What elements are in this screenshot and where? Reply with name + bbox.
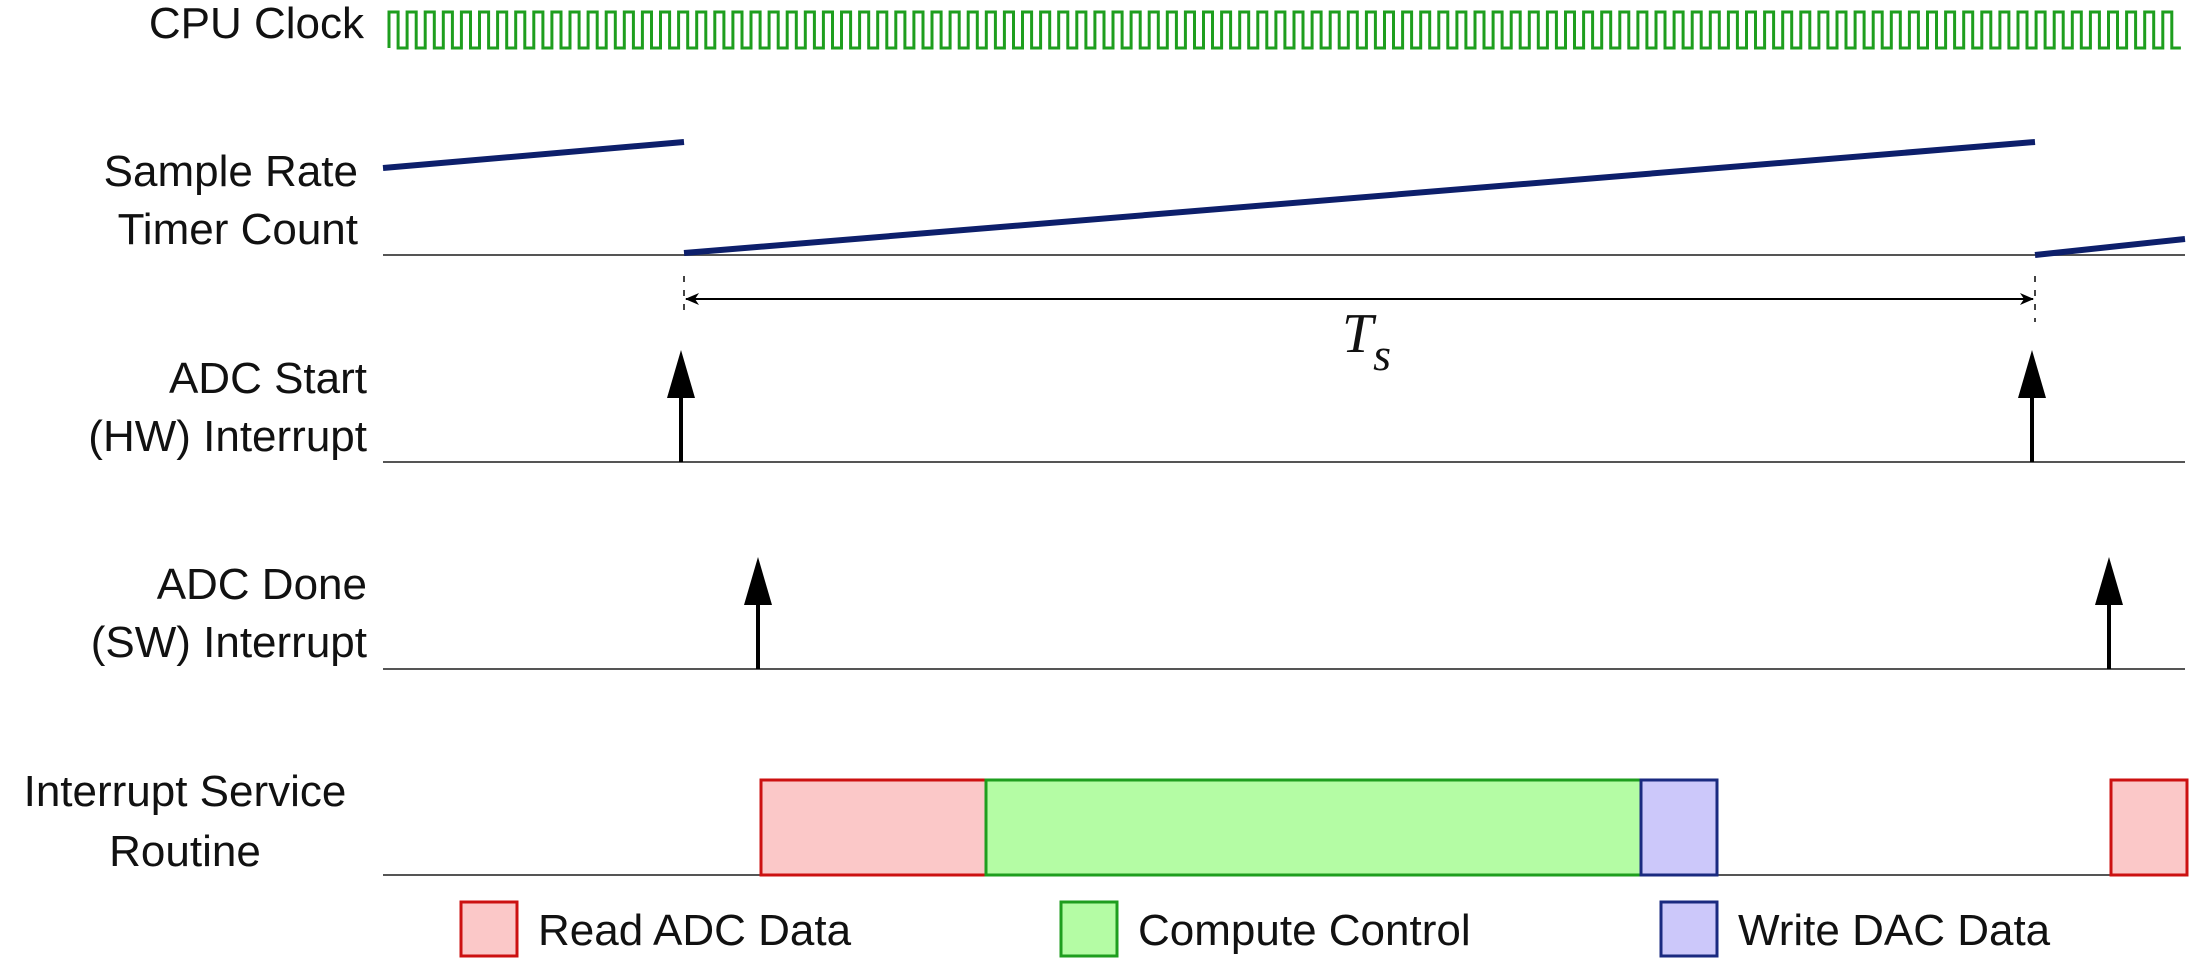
read-adc-data-block	[2109, 778, 2189, 877]
legend-label-compute-control: Compute Control	[1138, 906, 1471, 955]
timer-ramp-segment	[683, 139, 2036, 256]
adc-done-label-line1: ADC Done	[157, 560, 367, 609]
isr-label-line1: Interrupt Service	[24, 767, 347, 816]
compute-control-block	[984, 778, 1643, 877]
adc-done-interrupt-arrowhead	[744, 557, 772, 605]
adc-done-label-line2: (SW) Interrupt	[91, 618, 367, 667]
legend-label-read-adc-data: Read ADC Data	[538, 906, 852, 955]
adc-done-interrupt-arrowhead	[2095, 557, 2123, 605]
isr-label-line2: Routine	[109, 827, 261, 876]
adc-start-label-line1: ADC Start	[169, 354, 367, 403]
timer-ramp-segment	[382, 139, 685, 171]
adc-start-interrupt-arrowhead	[667, 350, 695, 398]
cpu-clock-waveform	[387, 10, 2181, 50]
legend-label-write-dac-data: Write DAC Data	[1738, 906, 2051, 955]
adc-start-interrupt-arrowhead	[2018, 350, 2046, 398]
timer-ramp-segment	[2034, 236, 2186, 258]
legend-swatch-read-adc-data	[459, 900, 519, 958]
period-label-subscript: s	[1373, 329, 1391, 380]
legend-swatch-compute-control	[1059, 900, 1119, 958]
write-dac-data-block	[1639, 778, 1719, 877]
legend: Read ADC Data Compute Control Write DAC …	[459, 900, 2051, 958]
timer-count-label-line1: Sample Rate	[104, 147, 358, 196]
legend-swatch-write-dac-data	[1659, 900, 1719, 958]
period-label-main: T	[1342, 303, 1377, 365]
cpu-clock-label: CPU Clock	[149, 0, 365, 48]
timer-count-label-line2: Timer Count	[118, 205, 358, 254]
adc-start-label-line2: (HW) Interrupt	[88, 412, 367, 461]
period-label: Ts	[1342, 303, 1391, 380]
read-adc-data-block	[759, 778, 988, 877]
